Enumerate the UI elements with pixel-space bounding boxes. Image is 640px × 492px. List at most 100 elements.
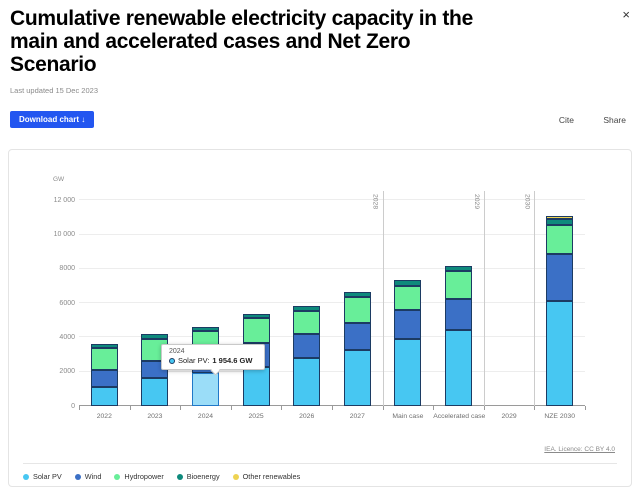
y-axis-tick-label: 10 000 [53,231,75,239]
bar-segment-hydropower-nze-2030[interactable] [546,225,574,254]
bar-segment-solar-pv-nze-2030[interactable] [546,301,574,406]
bar-segment-solar-pv-2027[interactable] [343,349,371,406]
bar-segment-wind-accelerated-case[interactable] [445,298,472,331]
x-axis-label-2027: 2027 [349,413,365,420]
bar-segment-bioenergy-2026[interactable] [293,306,321,311]
bar-segment-wind-2026[interactable] [293,333,321,358]
legend-label-hydropower: Hydropower [124,472,164,481]
bar-segment-bioenergy-accelerated-case[interactable] [445,266,472,272]
tooltip-row: Solar PV: 1 954.6 GW [169,356,257,365]
legend-label-wind: Wind [84,472,102,481]
x-axis-tick [79,406,80,410]
y-axis-unit-label: GW [53,176,65,183]
tooltip-year: 2024 [169,348,185,355]
legend-item-hydropower[interactable]: Hydropower [114,472,164,481]
bar-segment-solar-pv-2025[interactable] [242,367,270,406]
tooltip-value: 1 954.6 GW [212,356,253,365]
other-renewables-legend-dot [232,473,239,480]
tooltip-series-label: Solar PV: [178,356,210,365]
bar-segment-solar-pv-2022[interactable] [90,386,118,406]
x-axis-tick [585,406,586,410]
x-axis-label-accelerated-case: Accelerated case [433,413,486,420]
bar-segment-bioenergy-2023[interactable] [141,334,169,340]
bar-segment-hydropower-2022[interactable] [90,348,118,371]
last-updated-label: Last updated 15 Dec 2023 [10,86,98,95]
wind-legend-dot [74,473,81,480]
x-axis-tick [433,406,435,410]
bar-segment-bioenergy-2022[interactable] [90,343,118,349]
x-axis-tick [180,406,182,410]
y-axis-tick-label: 12 000 [53,196,75,204]
bar-segment-solar-pv-main-case[interactable] [394,339,422,406]
y-axis-tick-label: 4000 [59,333,75,341]
chart-tooltip: 2024 Solar PV: 1 954.6 GW [161,344,265,375]
legend-label-other-renewables: Other renewables [242,472,301,481]
card-divider [23,463,617,464]
year-reference-label: 2030 [523,194,531,210]
bar-segment-bioenergy-2024[interactable] [192,327,219,332]
y-axis-tick-label: 6000 [59,299,75,307]
bar-segment-solar-pv-2023[interactable] [141,378,169,406]
bar-segment-hydropower-2025[interactable] [242,318,270,344]
x-axis-tick [281,406,283,410]
download-chart-button[interactable]: Download chart ↓ [10,111,95,128]
bar-segment-wind-2027[interactable] [343,322,371,350]
solar-pv-legend-dot [23,473,29,480]
bar-segment-wind-main-case[interactable] [394,310,422,340]
legend-item-bioenergy[interactable]: Bioenergy [176,472,220,481]
bar-segment-other-renewables-nze-2030[interactable] [546,216,574,220]
x-axis-tick [129,406,131,410]
x-axis-tick [534,406,536,410]
bioenergy-legend-dot [176,473,183,480]
bar-segment-hydropower-main-case[interactable] [394,285,422,311]
close-icon[interactable]: × [622,7,630,22]
plot-area: 0 2000 4000 6000 8000 10 000 12 000 2028 2029 203… [54,191,586,420]
y-axis-tick-label: 0 [71,402,75,410]
x-axis-label-2029: 2029 [501,413,517,420]
chart-card: GW 0 2000 4000 6000 8000 10 000 12 000 2028 2029… [8,149,632,487]
gridline-2000 [79,370,585,372]
bar-segment-bioenergy-2025[interactable] [242,313,270,319]
legend-item-wind[interactable]: Wind [74,472,102,481]
bar-segment-wind-2022[interactable] [90,370,118,387]
legend-label-bioenergy: Bioenergy [186,472,220,481]
year-reference-line [534,191,536,406]
bar-segment-hydropower-2026[interactable] [293,310,321,334]
gridline-4000 [79,336,585,338]
x-axis-label-2025: 2025 [248,413,264,420]
bar-segment-wind-nze-2030[interactable] [546,253,574,302]
cite-link[interactable]: Cite [558,115,574,125]
gridline-10-000 [79,233,585,235]
y-axis-tick-label: 8000 [59,265,75,273]
year-reference-line [483,191,485,406]
year-reference-label: 2029 [472,194,480,210]
x-axis-label-2024: 2024 [197,413,214,420]
bar-segment-solar-pv-accelerated-case[interactable] [445,330,472,406]
year-reference-line [382,191,384,406]
gridline-12-000 [79,199,585,201]
bar-segment-hydropower-accelerated-case[interactable] [445,271,472,299]
x-axis-tick [483,406,485,410]
page-title: Cumulative renewable electricity capacit… [10,7,473,76]
bar-segment-solar-pv-2026[interactable] [293,357,321,406]
tooltip-series-dot [169,357,175,364]
bar-segment-bioenergy-nze-2030[interactable] [546,219,574,226]
legend-label-solar-pv: Solar PV [33,472,62,481]
licence-link[interactable]: IEA. Licence: CC BY 4.0 [544,446,615,453]
x-axis-tick [382,406,384,410]
x-axis-label-nze-2030: NZE 2030 [544,413,575,420]
bar-segment-bioenergy-main-case[interactable] [394,280,422,286]
x-axis-label-2023: 2023 [147,413,163,420]
bar-segment-hydropower-2027[interactable] [343,297,371,323]
legend-item-solar-pv[interactable]: Solar PV [23,472,62,481]
x-axis-tick [230,406,232,410]
legend-item-other-renewables[interactable]: Other renewables [232,472,301,481]
share-link[interactable]: Share [603,115,626,125]
x-axis-label-2026: 2026 [299,413,315,420]
gridline-8000 [79,267,585,269]
year-reference-label: 2028 [371,194,379,210]
bar-segment-solar-pv-2024[interactable] [192,372,219,406]
x-axis-line [79,405,585,406]
x-axis-label-2022: 2022 [96,413,112,420]
bar-segment-bioenergy-2027[interactable] [343,292,371,297]
